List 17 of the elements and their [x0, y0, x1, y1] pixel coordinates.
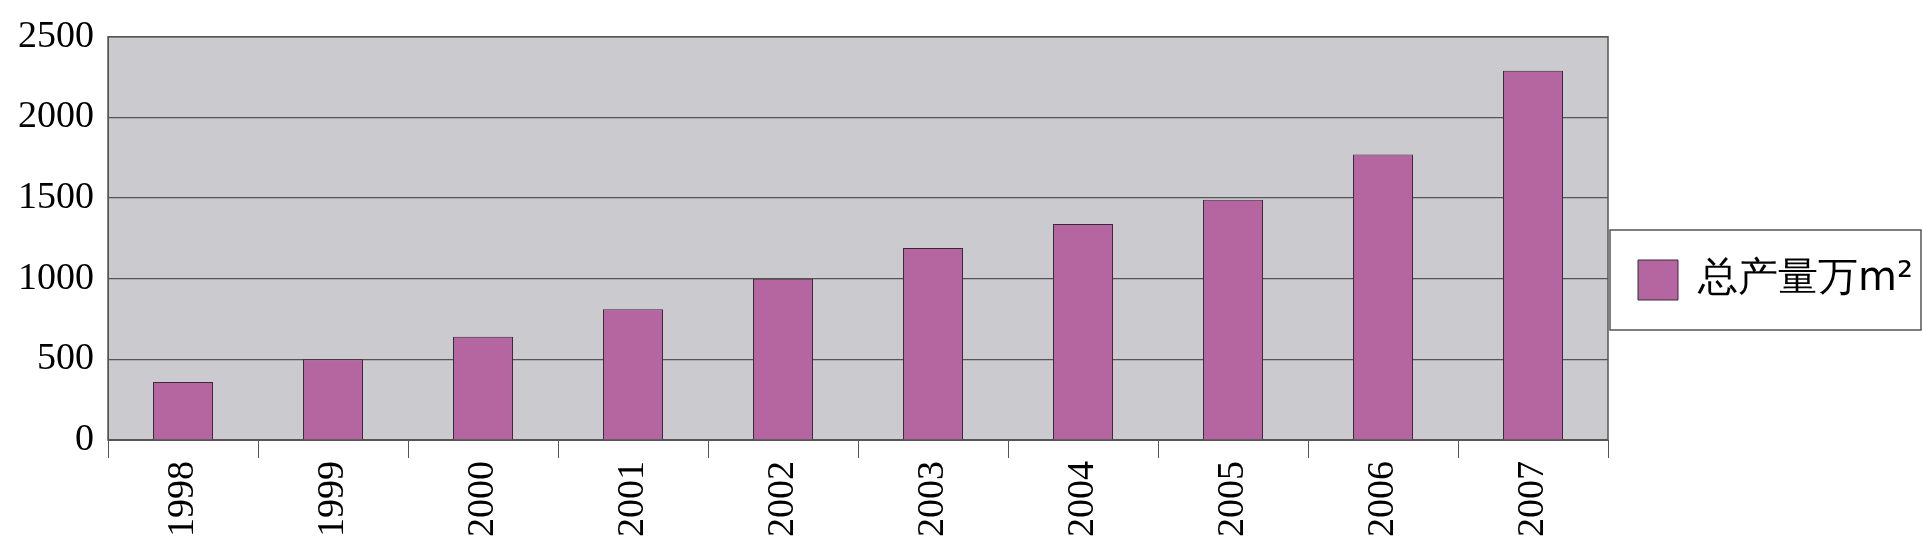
- y-tick-label: 2500: [18, 12, 94, 55]
- x-tick-label: 2003: [908, 461, 951, 537]
- x-tick-label: 2004: [1058, 461, 1101, 537]
- legend-label: 总产量万m²: [1697, 253, 1913, 300]
- x-tick-label: 1999: [308, 461, 351, 537]
- x-tick-label: 2001: [608, 461, 651, 537]
- x-tick-label: 2005: [1208, 461, 1251, 537]
- x-tick-label: 2000: [458, 461, 501, 537]
- y-tick-label: 500: [37, 335, 94, 378]
- x-tick-label: 1998: [158, 461, 201, 537]
- y-tick-label: 1000: [18, 254, 94, 297]
- y-tick-label: 0: [75, 415, 94, 458]
- x-tick-label: 2002: [758, 461, 801, 537]
- x-tick-label: 2007: [1508, 461, 1551, 537]
- x-tick-label: 2006: [1358, 461, 1401, 537]
- y-tick-label: 2000: [18, 93, 94, 136]
- y-tick-label: 1500: [18, 174, 94, 217]
